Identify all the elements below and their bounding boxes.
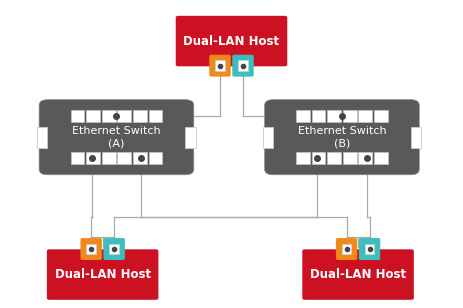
Bar — [343, 110, 357, 122]
Bar — [133, 110, 147, 122]
Bar — [102, 152, 116, 164]
Bar — [374, 110, 388, 122]
Bar — [374, 152, 388, 164]
Bar — [109, 244, 119, 254]
Bar — [327, 110, 341, 122]
Bar — [312, 110, 325, 122]
Bar — [70, 152, 84, 164]
Bar — [149, 110, 163, 122]
Bar — [215, 60, 225, 71]
Bar — [411, 127, 421, 148]
Bar — [296, 152, 310, 164]
Bar — [86, 244, 96, 254]
FancyBboxPatch shape — [175, 15, 288, 67]
Bar — [238, 60, 248, 71]
FancyBboxPatch shape — [39, 100, 194, 175]
Bar — [312, 152, 325, 164]
FancyBboxPatch shape — [359, 239, 380, 259]
Bar — [86, 110, 100, 122]
Bar — [38, 127, 47, 148]
Bar — [342, 244, 351, 254]
Bar — [358, 152, 372, 164]
Bar — [70, 110, 84, 122]
Bar — [327, 152, 341, 164]
FancyBboxPatch shape — [301, 249, 415, 301]
FancyBboxPatch shape — [210, 55, 230, 76]
Bar — [365, 244, 375, 254]
FancyBboxPatch shape — [265, 100, 419, 175]
Bar — [186, 127, 195, 148]
Bar — [86, 152, 100, 164]
Text: Ethernet Switch
(B): Ethernet Switch (B) — [298, 126, 386, 148]
Bar — [343, 152, 357, 164]
Bar — [358, 110, 372, 122]
Bar — [102, 110, 116, 122]
Bar — [149, 152, 163, 164]
Text: Dual-LAN Host: Dual-LAN Host — [55, 268, 150, 281]
Text: Dual-LAN Host: Dual-LAN Host — [310, 268, 406, 281]
FancyBboxPatch shape — [233, 55, 253, 76]
FancyBboxPatch shape — [46, 249, 159, 301]
Bar — [296, 110, 310, 122]
FancyBboxPatch shape — [104, 239, 124, 259]
FancyBboxPatch shape — [81, 239, 101, 259]
Bar — [117, 110, 131, 122]
Text: Ethernet Switch
(A): Ethernet Switch (A) — [72, 126, 161, 148]
Bar — [117, 152, 131, 164]
Text: Dual-LAN Host: Dual-LAN Host — [183, 34, 280, 47]
FancyBboxPatch shape — [337, 239, 357, 259]
Bar — [263, 127, 273, 148]
Bar — [133, 152, 147, 164]
